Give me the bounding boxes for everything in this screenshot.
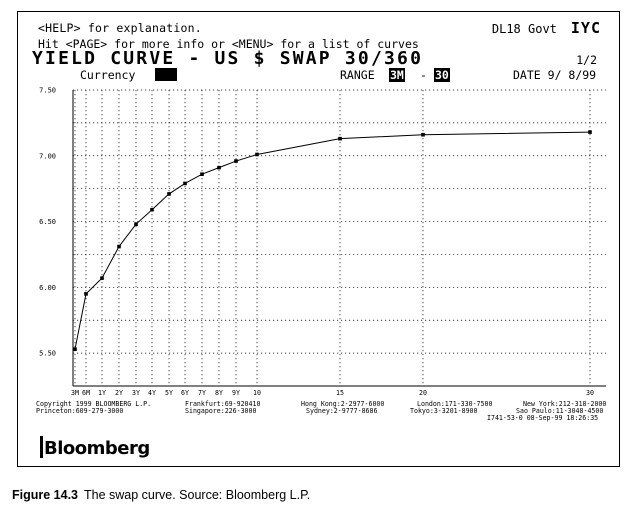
x-tick-label: 2Y xyxy=(115,389,123,397)
footer-tokyo: Tokyo:3-3201-8900 xyxy=(410,407,478,416)
footer-princeton: Princeton:609-279-3000 xyxy=(36,407,124,416)
function-id: DL18 Govt IYC xyxy=(492,19,601,37)
page-menu-hint: Hit <PAGE> for more info or <MENU> for a… xyxy=(38,37,419,51)
footer-saopaulo: Sao Paulo:11-3048-4500 xyxy=(516,407,604,416)
data-point xyxy=(100,276,104,280)
series-line xyxy=(74,131,591,350)
range-to-field[interactable]: 30 xyxy=(434,68,450,82)
bloomberg-terminal-screen: <HELP> for explanation. DL18 Govt IYC Hit… xyxy=(17,11,620,467)
footer-timestamp: I741-53-0 08-Sep-99 18:26:35 xyxy=(487,414,599,423)
x-tick-label: 6Y xyxy=(181,389,189,397)
date-label: DATE xyxy=(513,68,541,82)
y-axis-labels: 5.50 6.00 6.50 7.00 7.50 xyxy=(39,87,56,358)
data-point xyxy=(338,136,342,141)
x-tick-label: 3Y xyxy=(132,389,140,397)
data-point xyxy=(117,244,121,249)
data-point xyxy=(150,207,154,212)
footer-sydney: Sydney:2-9777-8686 xyxy=(306,407,378,416)
data-point xyxy=(84,292,88,296)
footer-frankfurt: Frankfurt:69-920410 xyxy=(185,400,261,408)
y-tick-label: 7.50 xyxy=(39,87,56,95)
data-point xyxy=(255,152,259,157)
x-tick-label: 3M xyxy=(71,389,79,397)
range-label: RANGE xyxy=(340,68,375,82)
x-tick-label: 30 xyxy=(586,389,594,397)
yield-curve-chart: 5.50 6.00 6.50 7.00 7.50 3M 6M 1Y 2Y 3Y 4Y 5Y 6Y 7Y 8… xyxy=(39,87,606,397)
x-tick-label: 7Y xyxy=(198,389,206,397)
x-tick-label: 20 xyxy=(419,389,427,397)
range-from-field[interactable]: 3M xyxy=(389,68,405,82)
currency-label: Currency xyxy=(80,68,136,82)
footer-singapore: Singapore:226-3000 xyxy=(185,407,257,416)
range-separator: - xyxy=(420,68,427,82)
data-point xyxy=(200,172,204,176)
x-tick-label: 5Y xyxy=(165,389,173,397)
footer-newyork: New York:212-318-2000 xyxy=(523,400,607,408)
help-hint: <HELP> for explanation. xyxy=(38,21,202,35)
function-code[interactable]: IYC xyxy=(570,19,601,37)
data-point xyxy=(183,181,187,186)
y-tick-label: 6.00 xyxy=(39,284,56,292)
y-tick-label: 5.50 xyxy=(39,350,56,358)
footer-london: London:171-330-7500 xyxy=(417,400,493,408)
source-code: DL18 Govt xyxy=(491,22,557,36)
x-tick-label: 1Y xyxy=(98,389,106,397)
yield-series xyxy=(73,130,592,351)
footer-copyright: Copyright 1999 BLOOMBERG L.P. xyxy=(36,400,152,408)
page-title: YIELD CURVE - US $ SWAP 30/360 xyxy=(32,48,424,69)
figure-label: Figure 14.3 xyxy=(12,488,78,502)
controls-row: Currency RANGE 3M - 30 DATE 9/ 8/99 xyxy=(18,68,619,84)
x-tick-label: 10 xyxy=(253,389,261,397)
data-point xyxy=(167,192,171,196)
footer-row-1: Copyright 1999 BLOOMBERG L.P. Frankfurt:… xyxy=(36,400,607,408)
logo-bar xyxy=(40,436,43,458)
y-tick-label: 7.00 xyxy=(39,152,56,160)
data-point xyxy=(73,347,77,351)
bloomberg-logo: Bloomberg xyxy=(40,436,150,459)
currency-field[interactable] xyxy=(155,68,177,81)
terminal-footer: Copyright 1999 BLOOMBERG L.P. Frankfurt:… xyxy=(36,400,607,423)
x-tick-label: 4Y xyxy=(148,389,156,397)
footer-hongkong: Hong Kong:2-2977-6000 xyxy=(301,400,385,408)
y-tick-label: 6.50 xyxy=(39,218,56,226)
x-tick-label: 6M xyxy=(82,389,90,397)
chart-grid xyxy=(72,89,606,387)
page-number: 1/2 xyxy=(576,53,597,67)
logo-text: Bloomberg xyxy=(44,438,150,459)
data-point xyxy=(217,165,221,170)
x-tick-label: 9Y xyxy=(232,389,240,397)
date-field: DATE 9/ 8/99 xyxy=(513,68,596,82)
footer-row-3: I741-53-0 08-Sep-99 18:26:35 xyxy=(36,415,606,422)
x-tick-label: 8Y xyxy=(215,389,223,397)
x-axis-labels: 3M 6M 1Y 2Y 3Y 4Y 5Y 6Y 7Y 8Y 9Y 10 15 20 30 xyxy=(71,389,594,397)
data-point xyxy=(234,159,238,163)
data-point xyxy=(134,222,138,226)
date-value[interactable]: 9/ 8/99 xyxy=(547,68,597,82)
figure-caption: Figure 14.3 The swap curve. Source: Bloom… xyxy=(12,488,310,502)
footer-row-2: Princeton:609-279-3000 Singapore:226-300… xyxy=(36,407,606,416)
figure-text: The swap curve. Source: Bloomberg L.P. xyxy=(84,488,311,502)
data-point xyxy=(588,130,592,134)
x-tick-label: 15 xyxy=(336,389,344,397)
data-point xyxy=(421,132,425,137)
